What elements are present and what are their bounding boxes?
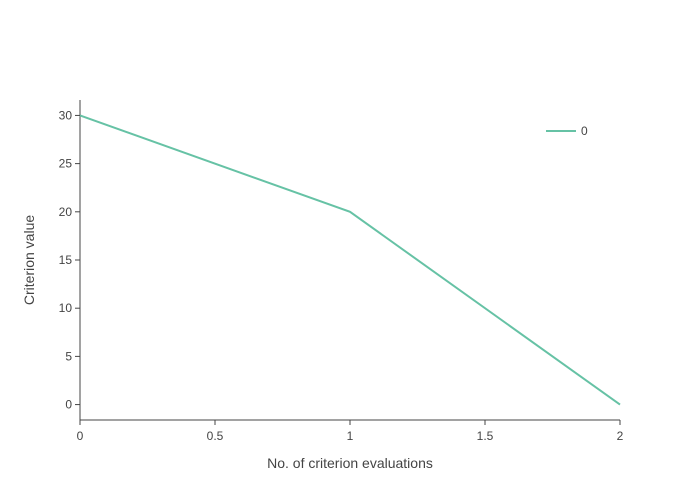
x-tick-label: 0.5	[207, 429, 224, 443]
x-tick-label: 0	[77, 429, 84, 443]
x-tick-label: 2	[617, 429, 624, 443]
y-tick-label: 0	[65, 398, 72, 412]
y-tick-label: 30	[59, 108, 73, 122]
y-tick-label: 5	[65, 349, 72, 363]
legend-item[interactable]: 0	[546, 124, 588, 138]
x-axis-title: No. of criterion evaluations	[267, 455, 433, 471]
x-tick-label: 1	[347, 429, 354, 443]
series-line	[79, 114, 621, 406]
x-tick-label: 1.5	[477, 429, 494, 443]
y-tick-label: 15	[59, 253, 73, 267]
y-axis-title: Criterion value	[21, 215, 37, 305]
y-tick-label: 10	[59, 301, 73, 315]
y-tick-label: 20	[59, 205, 73, 219]
legend[interactable]: 0	[546, 124, 588, 138]
legend-label: 0	[581, 124, 588, 138]
x-axis-ticks: 0 0.5 1 1.5 2	[77, 420, 624, 443]
y-axis-ticks: 0 5 10 15 20 25 30	[59, 108, 80, 412]
series-lines	[79, 114, 621, 406]
y-tick-label: 25	[59, 157, 73, 171]
